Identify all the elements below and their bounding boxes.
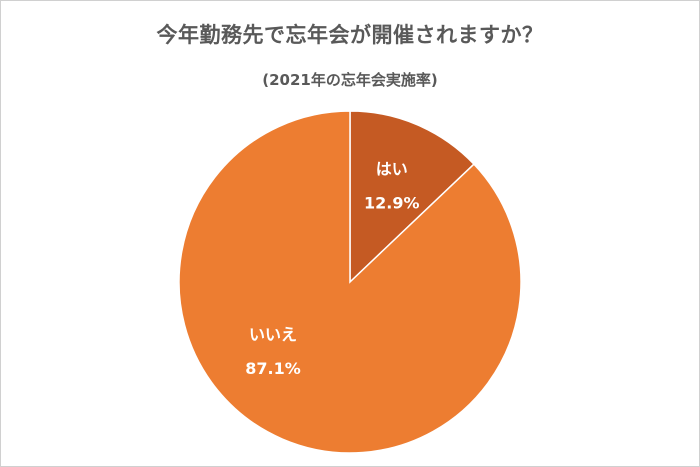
slice-value-label: 12.9% [364, 194, 420, 213]
pie-slices [178, 110, 522, 454]
pie-slice-no [178, 110, 522, 454]
slice-category-label: はい [376, 160, 408, 179]
chart-subtitle: (2021年の忘年会実施率) [262, 71, 438, 89]
slice-category-label: いいえ [249, 325, 297, 344]
pie-slice-yes [349, 110, 475, 284]
slice-value-label: 87.1% [245, 359, 301, 378]
pie-labels: はい 12.9% いいえ 87.1% [245, 160, 419, 378]
chart-title: 今年勤務先で忘年会が開催されますか？ [156, 23, 544, 47]
